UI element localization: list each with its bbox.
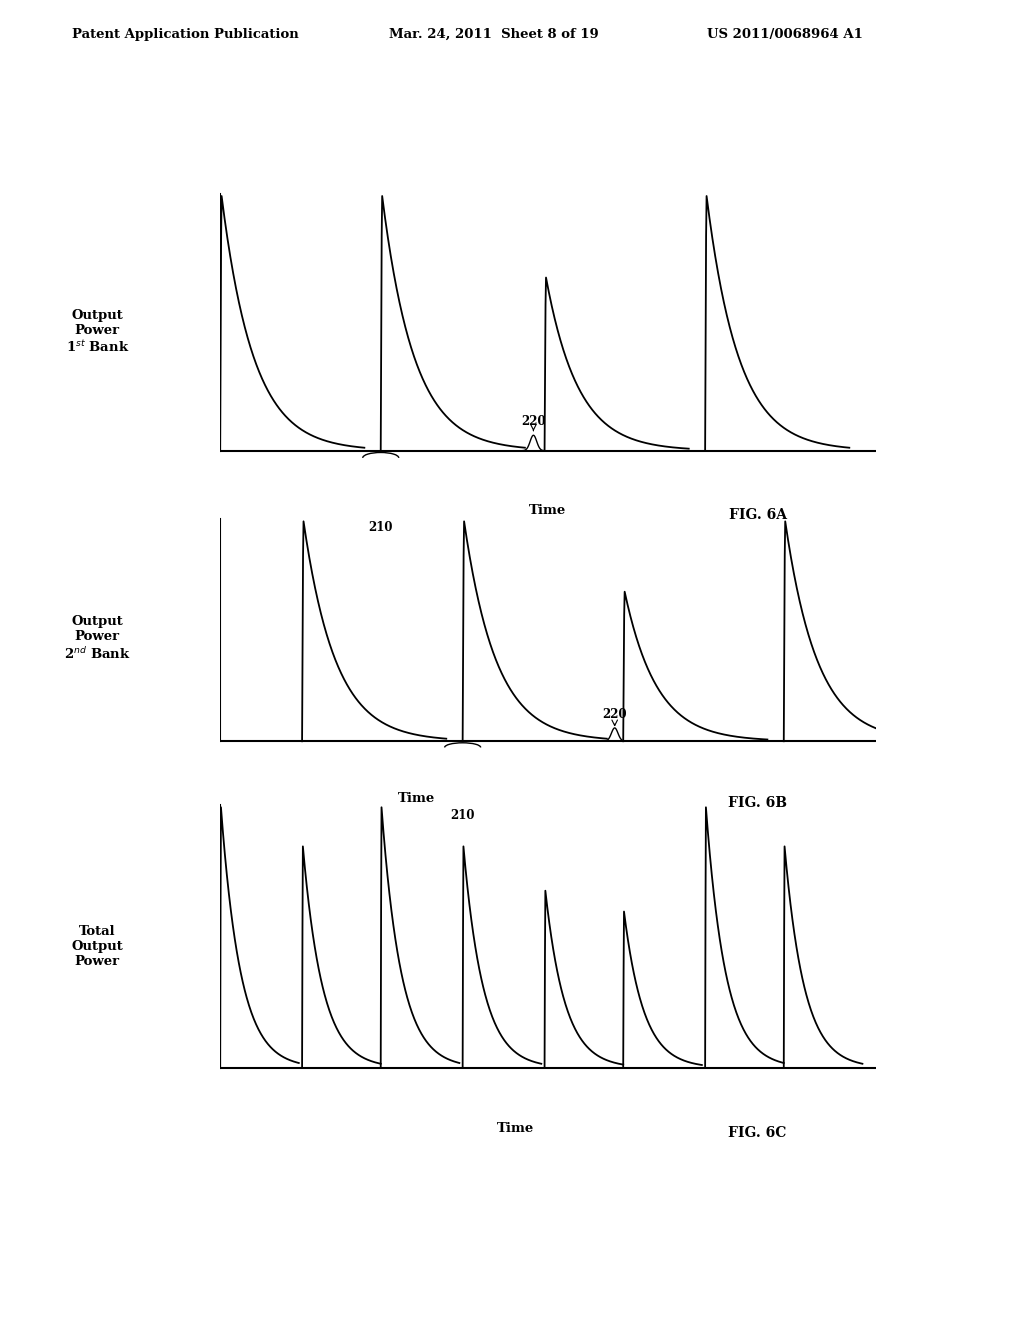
Text: FIG. 6A: FIG. 6A bbox=[728, 508, 786, 523]
Text: Time: Time bbox=[529, 504, 566, 517]
Text: Patent Application Publication: Patent Application Publication bbox=[72, 28, 298, 41]
Text: Total
Output
Power: Total Output Power bbox=[72, 925, 123, 968]
Text: Output
Power
1$^{st}$ Bank: Output Power 1$^{st}$ Bank bbox=[66, 309, 129, 355]
Text: Mar. 24, 2011  Sheet 8 of 19: Mar. 24, 2011 Sheet 8 of 19 bbox=[389, 28, 599, 41]
Text: FIG. 6B: FIG. 6B bbox=[728, 796, 787, 810]
Text: 220: 220 bbox=[602, 709, 627, 721]
Text: Time: Time bbox=[398, 792, 435, 805]
Text: 210: 210 bbox=[451, 809, 475, 822]
Text: Time: Time bbox=[497, 1122, 534, 1135]
Text: Output
Power
2$^{nd}$ Bank: Output Power 2$^{nd}$ Bank bbox=[63, 615, 131, 661]
Text: 220: 220 bbox=[521, 414, 546, 428]
Text: US 2011/0068964 A1: US 2011/0068964 A1 bbox=[707, 28, 862, 41]
Text: FIG. 6C: FIG. 6C bbox=[728, 1126, 786, 1140]
Text: 210: 210 bbox=[369, 521, 393, 535]
